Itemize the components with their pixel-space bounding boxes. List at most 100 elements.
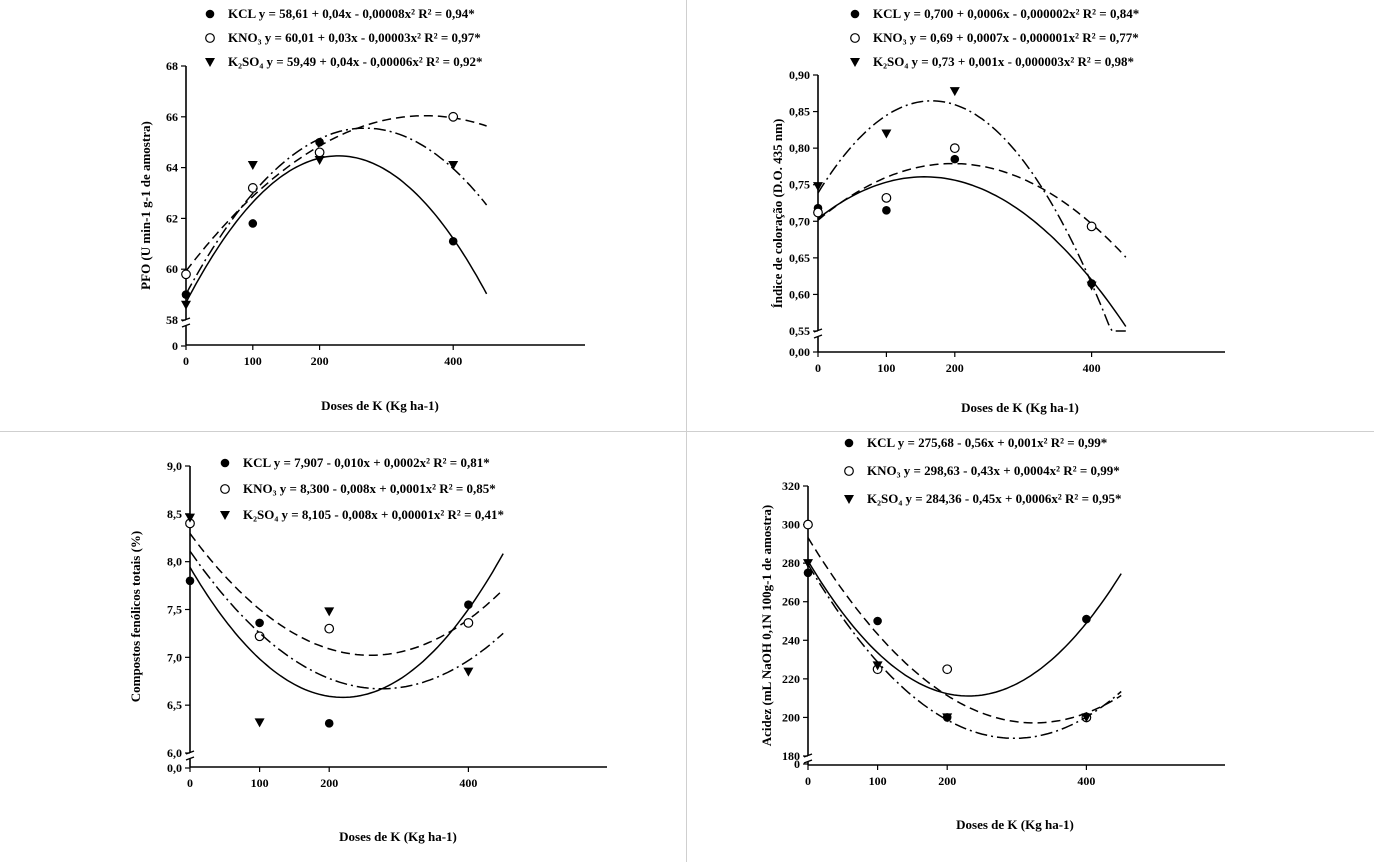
legend-marker — [220, 511, 230, 520]
data-point — [314, 155, 325, 165]
y-tick-label: 60 — [166, 262, 178, 276]
trend-line-1 — [189, 533, 504, 657]
data-point — [950, 154, 960, 164]
y-tick-label: 0,00 — [789, 345, 810, 359]
y-tick-label: 300 — [782, 518, 800, 532]
data-point — [881, 192, 892, 203]
x-axis-label: Doses de K (Kg ha-1) — [961, 400, 1079, 415]
data-point — [181, 269, 191, 280]
y-tick-label: 0,85 — [789, 105, 810, 119]
y-axis-label: Compostos fenólicos totais (%) — [128, 531, 143, 703]
data-point — [881, 129, 892, 139]
x-tick-label: 400 — [1077, 774, 1095, 788]
x-tick-label: 200 — [946, 361, 964, 375]
y-tick-label: 180 — [782, 749, 800, 763]
data-point — [882, 206, 891, 215]
y-tick-label: 68 — [166, 59, 178, 73]
data-point — [185, 513, 195, 523]
data-point — [254, 718, 265, 728]
y-tick-label: 7,0 — [167, 650, 182, 664]
data-point — [942, 713, 953, 723]
legend-label: K₂SO₄ y = 0,73 + 0,001x - 0,000003x² R² … — [873, 54, 1134, 69]
trend-line-1 — [817, 162, 1127, 258]
legend-label: KCL y = 275,68 - 0,56x + 0,001x² R² = 0,… — [867, 435, 1107, 450]
data-point — [949, 87, 960, 97]
y-tick-label: 0,80 — [789, 141, 810, 155]
data-point — [1081, 713, 1092, 723]
axis-break-mark — [181, 323, 191, 328]
x-tick-label: 200 — [311, 354, 329, 368]
data-point — [448, 111, 459, 122]
y-tick-label: 7,5 — [167, 603, 182, 617]
data-point — [181, 290, 191, 299]
y-tick-label: 260 — [782, 595, 800, 609]
panel-acidez: 0 180 200 220 240 260 280 300 320 0 100 200 400 Doses… — [687, 431, 1374, 862]
axis-break-mark — [185, 756, 195, 761]
data-point — [803, 519, 813, 530]
data-point — [803, 568, 813, 578]
y-tick-label: 0 — [794, 757, 800, 771]
y-tick-label: 66 — [166, 110, 178, 124]
legend-label: KCL y = 7,907 - 0,010x + 0,0002x² R² = 0… — [243, 455, 490, 470]
trend-line-1 — [807, 537, 1122, 724]
legend-marker — [220, 484, 230, 494]
data-point — [873, 616, 882, 626]
data-point — [872, 661, 883, 671]
y-tick-label: 58 — [166, 313, 178, 327]
legend-marker — [205, 58, 215, 67]
horizontal-divider — [0, 431, 1374, 432]
y-tick-label: 9,0 — [167, 459, 182, 473]
data-point — [942, 664, 953, 675]
y-tick-label: 0,70 — [789, 214, 810, 228]
y-tick-label: 6,5 — [167, 698, 182, 712]
data-point — [1086, 281, 1097, 291]
trend-line-0 — [817, 176, 1127, 327]
x-tick-label: 0 — [805, 774, 811, 788]
trend-line-1 — [185, 114, 487, 272]
y-tick-label: 8,0 — [167, 555, 182, 569]
data-point — [813, 207, 823, 218]
data-point — [949, 143, 960, 154]
trend-line-0 — [185, 155, 488, 303]
trend-line-2 — [189, 550, 504, 690]
legend-label: KCL y = 58,61 + 0,04x - 0,00008x² R² = 0… — [228, 6, 475, 21]
data-point — [181, 300, 191, 310]
legend-marker — [844, 495, 854, 504]
legend-label: K₂SO₄ y = 59,49 + 0,04x - 0,00006x² R² =… — [228, 54, 482, 69]
data-point — [324, 719, 334, 728]
data-point — [464, 600, 473, 610]
y-axis-label: PFO (U min-1 g-1 de amostra) — [138, 121, 153, 290]
legend-label: KNO₃ y = 8,300 - 0,008x + 0,0001x² R² = … — [243, 481, 496, 496]
legend-label: K₂SO₄ y = 284,36 - 0,45x + 0,0006x² R² =… — [867, 491, 1121, 506]
data-point — [448, 236, 458, 246]
y-tick-label: 62 — [166, 211, 178, 225]
trend-line-2 — [807, 564, 1122, 740]
legend-marker — [850, 9, 860, 19]
y-tick-label: 280 — [782, 556, 800, 570]
trend-line-2 — [817, 100, 1126, 332]
axis-break-mark — [813, 334, 823, 339]
x-tick-label: 100 — [251, 776, 269, 790]
data-point — [247, 183, 258, 193]
chart-fenolicos: 0,06,0 6,5 7,0 7,5 8,0 8,5 9,0 0 100 200 400 Doses … — [128, 455, 607, 844]
data-point — [1082, 614, 1091, 624]
y-tick-label: 0,0 — [167, 761, 182, 775]
x-tick-label: 0 — [187, 776, 193, 790]
data-point — [813, 182, 823, 192]
data-point — [1086, 221, 1097, 232]
x-axis-label: Doses de K (Kg ha-1) — [321, 398, 439, 413]
x-tick-label: 0 — [815, 361, 821, 375]
y-tick-label: 240 — [782, 633, 800, 647]
x-tick-label: 400 — [459, 776, 477, 790]
y-tick-label: 320 — [782, 479, 800, 493]
data-point — [463, 667, 474, 677]
y-tick-label: 64 — [166, 161, 178, 175]
y-tick-label: 0,60 — [789, 287, 810, 301]
legend-marker — [844, 466, 854, 476]
y-tick-label: 8,5 — [167, 507, 182, 521]
y-tick-label: 200 — [782, 710, 800, 724]
legend-marker — [205, 33, 215, 43]
panel-pfo: 0 58 60 62 64 66 68 0 100 200 400 Doses de K (Kg ha… — [0, 0, 687, 431]
axis-break-mark — [803, 759, 813, 764]
